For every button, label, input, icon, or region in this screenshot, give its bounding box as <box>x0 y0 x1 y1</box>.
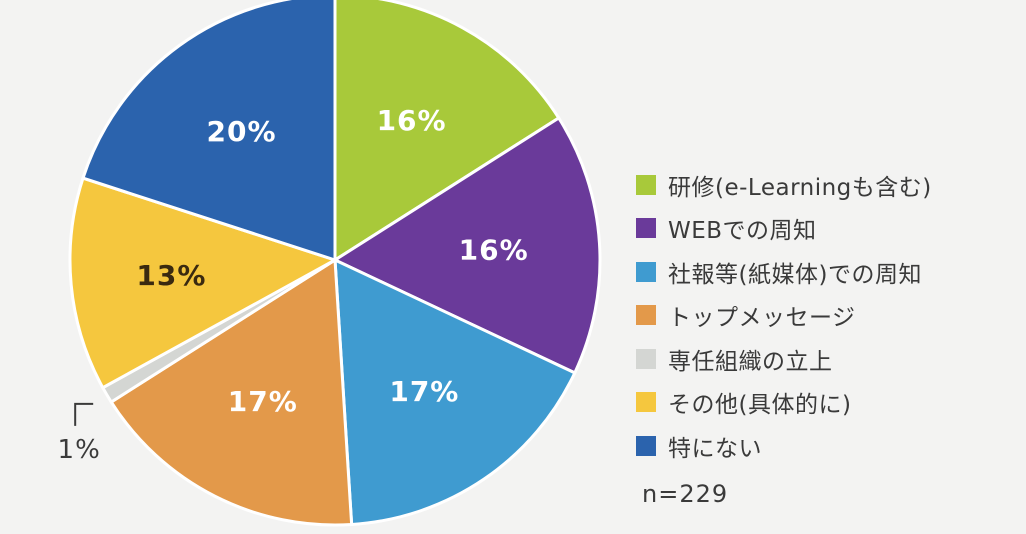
legend-label: トップメッセージ <box>668 305 856 332</box>
slice-label-other: 13% <box>136 259 206 292</box>
legend-swatch <box>636 435 656 456</box>
sample-size: n=229 <box>642 480 729 508</box>
legend-item-dedicated-org: 専任組織の立上 <box>636 337 1016 381</box>
legend-item-web: WEBでの周知 <box>636 207 1016 251</box>
legend-swatch <box>636 348 656 369</box>
legend-item-top-message: トップメッセージ <box>636 294 1016 338</box>
slice-label-newsletter: 17% <box>389 375 459 408</box>
pie-slice-newsletter <box>333 257 577 527</box>
slice-label-training: 16% <box>377 104 447 137</box>
legend-item-none: 特にない <box>636 424 1016 468</box>
pie-slice-web <box>331 115 602 375</box>
legend-swatch <box>636 392 656 413</box>
pie-slice-top-message <box>109 257 354 527</box>
pie-chart: 16% 16% 17% 17% 1% 13% 20% <box>58 0 602 527</box>
pie-slice-none <box>81 0 337 263</box>
slice-label-dedicated-org: 1% <box>58 435 101 465</box>
slice-label-web: 16% <box>459 234 529 267</box>
legend-item-training: 研修(e-Learningも含む) <box>636 163 1016 207</box>
legend-swatch <box>636 174 656 195</box>
legend-label: その他(具体的に) <box>668 392 852 419</box>
slice-label-none: 20% <box>207 115 277 148</box>
pie-slice-other <box>68 176 339 390</box>
legend-swatch <box>636 305 656 326</box>
legend-label: 社報等(紙媒体)での周知 <box>668 261 922 288</box>
legend: 研修(e-Learningも含む) WEBでの周知 社報等(紙媒体)での周知 ト… <box>636 163 1016 468</box>
legend-label: WEBでの周知 <box>668 218 817 245</box>
pie-slice-training <box>333 0 561 263</box>
legend-swatch <box>636 218 656 239</box>
legend-item-newsletter: 社報等(紙媒体)での周知 <box>636 250 1016 294</box>
slice-label-top-message: 17% <box>228 385 298 418</box>
legend-label: 専任組織の立上 <box>668 348 833 375</box>
leader-line-dedicated-org <box>74 402 94 426</box>
legend-label: 研修(e-Learningも含む) <box>668 174 932 201</box>
legend-swatch <box>636 261 656 282</box>
legend-label: 特にない <box>668 435 762 462</box>
legend-item-other: その他(具体的に) <box>636 381 1016 425</box>
